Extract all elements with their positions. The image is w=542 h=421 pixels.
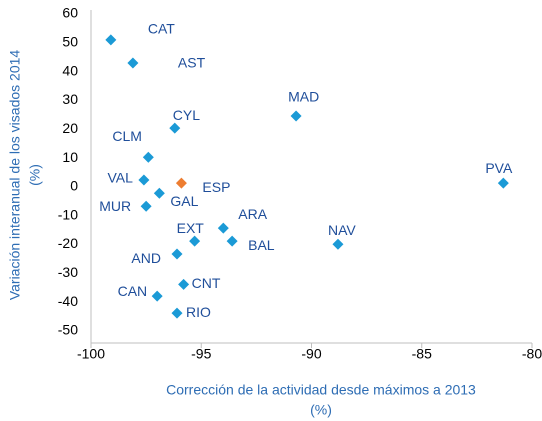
y-tick-label: -40 xyxy=(58,293,78,309)
point xyxy=(140,200,152,212)
x-tick-label: -100 xyxy=(77,346,105,362)
y-tick-label: 0 xyxy=(70,178,78,194)
y-tick-label: 60 xyxy=(62,5,78,21)
x-axis-title-line: Corrección de la actividad desde máximos… xyxy=(166,382,476,398)
point-label: CYL xyxy=(173,107,200,123)
point-label: CLM xyxy=(112,128,142,144)
x-axis-title-line: (%) xyxy=(310,402,332,418)
point-label: VAL xyxy=(107,170,133,186)
point xyxy=(189,235,201,247)
point-label: AND xyxy=(131,250,161,266)
point xyxy=(171,307,183,319)
point xyxy=(226,235,238,247)
y-axis-title: Variación interanual de los visados 2014… xyxy=(7,50,43,301)
point-label: MUR xyxy=(99,198,131,214)
y-tick-label: -10 xyxy=(58,206,78,222)
point xyxy=(332,238,344,250)
x-tick-label: -80 xyxy=(522,346,542,362)
y-tick-label: 50 xyxy=(62,34,78,50)
y-tick-label: -30 xyxy=(58,264,78,280)
point xyxy=(153,187,165,199)
y-tick-label: -20 xyxy=(58,235,78,251)
point xyxy=(171,248,183,260)
point-label: MAD xyxy=(288,89,319,105)
point-label: NAV xyxy=(328,222,356,238)
point xyxy=(105,34,117,46)
y-tick-label: 30 xyxy=(62,91,78,107)
y-axis-title-line: (%) xyxy=(27,164,43,186)
y-tick-label: 20 xyxy=(62,120,78,136)
x-tick-label: -95 xyxy=(191,346,211,362)
point-label: BAL xyxy=(248,237,275,253)
y-axis-title-line: Variación interanual de los visados 2014 xyxy=(7,50,23,301)
point-label: CNT xyxy=(192,275,221,291)
point xyxy=(175,177,187,189)
y-tick-label: 10 xyxy=(62,149,78,165)
point xyxy=(142,151,154,163)
point-label: CAT xyxy=(148,21,175,37)
point-label: PVA xyxy=(485,160,513,176)
x-tick-label: -85 xyxy=(412,346,432,362)
point xyxy=(217,222,229,234)
point-label: CAN xyxy=(118,283,148,299)
point xyxy=(290,110,302,122)
point xyxy=(138,174,150,186)
y-tick-label: -50 xyxy=(58,322,78,338)
point-label: GAL xyxy=(170,193,198,209)
point xyxy=(169,122,181,134)
point-label: ESP xyxy=(202,179,230,195)
point xyxy=(497,177,509,189)
point xyxy=(178,278,190,290)
point-label: RIO xyxy=(186,304,211,320)
point-label: ARA xyxy=(238,206,267,222)
point xyxy=(151,290,163,302)
y-tick-label: 40 xyxy=(62,62,78,78)
point-label: EXT xyxy=(177,220,205,236)
x-tick-label: -90 xyxy=(301,346,321,362)
point-label: AST xyxy=(178,55,206,71)
point xyxy=(127,57,139,69)
